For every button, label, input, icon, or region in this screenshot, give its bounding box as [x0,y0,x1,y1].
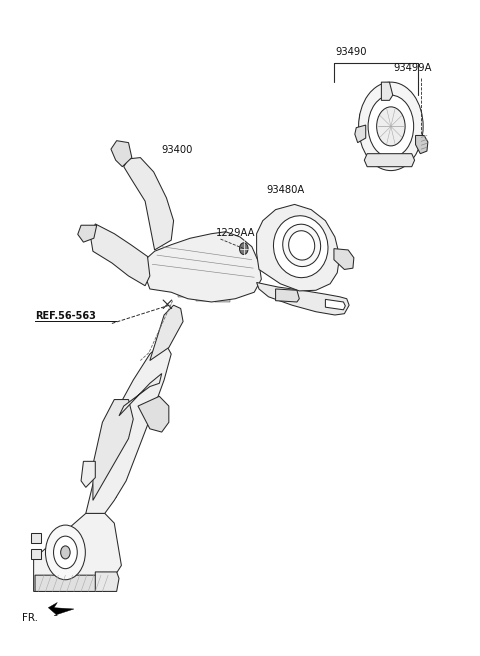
Polygon shape [138,396,169,432]
Polygon shape [35,575,105,592]
FancyBboxPatch shape [107,419,129,434]
Circle shape [60,546,70,559]
Circle shape [54,536,77,569]
Polygon shape [34,514,121,592]
Ellipse shape [283,224,321,266]
Polygon shape [91,224,150,286]
Circle shape [377,107,405,146]
Polygon shape [257,205,340,291]
Polygon shape [364,154,415,167]
FancyBboxPatch shape [179,287,192,297]
Polygon shape [416,136,428,154]
FancyBboxPatch shape [196,291,211,300]
Polygon shape [93,400,133,501]
FancyBboxPatch shape [95,483,116,497]
Text: 93400: 93400 [162,145,193,155]
Polygon shape [150,305,183,361]
Text: 93490: 93490 [335,47,366,58]
Polygon shape [78,225,96,242]
Ellipse shape [274,216,328,277]
Polygon shape [81,461,96,487]
Circle shape [240,243,248,255]
Text: FR.: FR. [22,613,38,623]
Polygon shape [124,157,174,250]
Polygon shape [355,125,366,142]
Polygon shape [145,232,261,302]
Text: REF.56-563: REF.56-563 [35,312,96,321]
FancyBboxPatch shape [216,292,229,302]
Polygon shape [382,82,393,100]
Polygon shape [276,289,300,302]
Polygon shape [96,572,119,592]
Polygon shape [48,602,74,615]
Polygon shape [31,533,41,543]
Polygon shape [257,283,349,315]
Text: 1229AA: 1229AA [216,228,256,238]
Polygon shape [325,299,345,310]
Circle shape [368,95,414,157]
Ellipse shape [288,231,315,260]
Polygon shape [359,95,420,159]
Text: 93480A: 93480A [266,185,304,195]
Polygon shape [119,373,162,416]
Polygon shape [31,549,41,559]
FancyBboxPatch shape [95,464,116,479]
Text: 93499A: 93499A [394,63,432,73]
Polygon shape [86,341,171,514]
Circle shape [46,525,85,580]
Polygon shape [334,249,354,270]
FancyBboxPatch shape [107,438,129,451]
Circle shape [359,82,423,171]
Polygon shape [111,140,132,167]
